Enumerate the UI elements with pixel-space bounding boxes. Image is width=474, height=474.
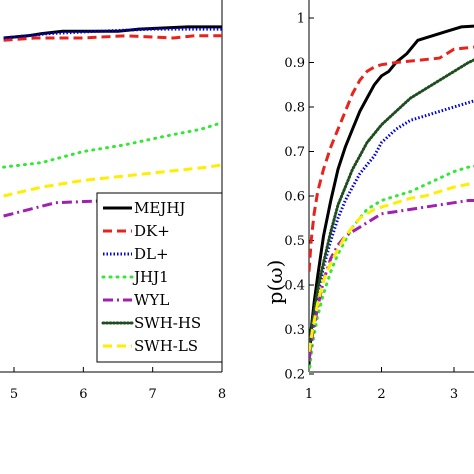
left-series-group <box>2 25 222 218</box>
left-series-jhj1 <box>2 121 222 169</box>
right-series-jhj1 <box>309 164 474 372</box>
legend-label-swh-hs: SWH-HS <box>134 314 201 332</box>
legend-label-jhj1: JHJ1 <box>132 268 169 286</box>
legend-label-swh-ls: SWH-LS <box>134 337 198 355</box>
right-series-mejhj <box>309 24 474 366</box>
left-x-tick-label: 5 <box>10 387 18 402</box>
legend-label-mejhj: MEJHJ <box>134 199 185 217</box>
left-series-mejhj <box>3 25 222 40</box>
right-series-group <box>309 24 474 372</box>
right-y-tick-label: 0.4 <box>284 279 305 294</box>
right-y-axis-label: p(ω) <box>263 260 287 305</box>
right-y-tick-label: 0.8 <box>284 101 305 116</box>
right-y-tick-label: 0.6 <box>284 190 305 205</box>
left-series-dk- <box>3 34 222 42</box>
right-y-tick-label: 1 <box>297 12 305 27</box>
left-series-dl- <box>3 27 222 40</box>
legend: MEJHJ DK+ DL+ JHJ1 WYL SWH-HS SWH-LS <box>96 192 223 363</box>
left-series-wyl <box>3 194 222 218</box>
left-x-tick-label: 7 <box>149 387 157 402</box>
left-x-tick-label: 8 <box>218 387 226 402</box>
left-x-tick-label: 6 <box>79 387 87 402</box>
legend-label-wyl: WYL <box>134 291 169 309</box>
right-y-tick-label: 0.9 <box>284 56 305 71</box>
right-ticks: 1 2 3 0.2 0.3 0.4 0.5 0.6 0.7 0.8 0.9 1 <box>284 12 458 403</box>
right-y-tick-label: 0.5 <box>284 234 305 249</box>
right-x-tick-label: 2 <box>377 387 385 402</box>
right-panel: 1 2 3 0.2 0.3 0.4 0.5 0.6 0.7 0.8 0.9 1 p(ω) <box>263 0 474 402</box>
left-panel: 5 6 7 8 MEJHJ DK+ DL+ JHJ1 WYL SWH-HS SWH-LS <box>0 0 226 402</box>
legend-label-dk-: DK+ <box>134 222 170 240</box>
right-series-swh-hs <box>309 58 474 349</box>
right-y-tick-label: 0.3 <box>284 323 305 338</box>
left-x-ticks: 5 6 7 8 <box>10 367 226 402</box>
right-series-dl- <box>309 99 474 353</box>
right-y-tick-label: 0.2 <box>284 368 305 383</box>
right-x-tick-label: 1 <box>305 387 313 402</box>
right-series-swh-ls <box>309 181 474 353</box>
legend-label-dl-: DL+ <box>134 245 169 263</box>
left-series-swh-ls <box>3 163 222 198</box>
right-y-tick-label: 0.7 <box>284 145 305 160</box>
right-x-tick-label: 3 <box>450 387 458 402</box>
right-series-dk- <box>309 45 474 272</box>
